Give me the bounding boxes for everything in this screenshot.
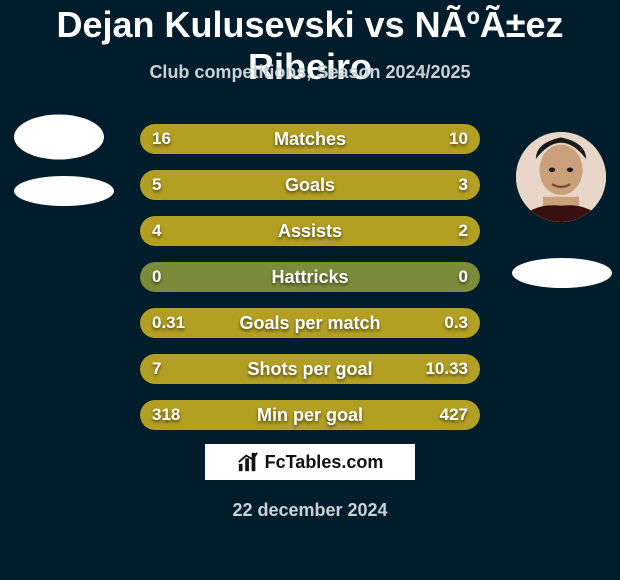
stat-row: Assists4 2 [140,216,480,246]
avatar-placeholder-icon [516,132,606,222]
stats-bars: Matches16 10 Goals5 3 Assists4 2 Hattricks0 0 Go… [140,124,480,446]
stat-label: Assists [140,216,480,246]
stat-row: Shots per goal710.33 [140,354,480,384]
stat-value-right: 10.33 [425,354,468,384]
stat-label: Min per goal [140,400,480,430]
stat-value-right: 0 [459,262,468,292]
stat-value-right: 10 [449,124,468,154]
player-left-avatar [14,115,104,160]
stat-row: Goals per match0.31 0.3 [140,308,480,338]
stat-label: Hattricks [140,262,480,292]
fctables-logo-text: FcTables.com [265,452,384,473]
comparison-subtitle: Club competitions, Season 2024/2025 [0,62,620,83]
stat-value-left: 0.31 [152,308,185,338]
fctables-logo: FcTables.com [205,444,415,480]
stat-label: Goals [140,170,480,200]
stat-value-left: 0 [152,262,161,292]
stat-value-left: 318 [152,400,180,430]
stat-row: Hattricks0 0 [140,262,480,292]
stat-value-right: 427 [440,400,468,430]
stat-row: Matches16 10 [140,124,480,154]
stat-value-right: 2 [459,216,468,246]
stat-value-left: 5 [152,170,161,200]
player-left-club-badge [14,176,114,206]
stat-value-left: 4 [152,216,161,246]
stat-value-left: 16 [152,124,171,154]
stat-label: Matches [140,124,480,154]
stat-row: Min per goal318 427 [140,400,480,430]
snapshot-date: 22 december 2024 [0,500,620,521]
chart-icon [237,451,259,473]
player-right-club-badge [512,258,612,288]
player-right-avatar [516,132,606,222]
stat-value-left: 7 [152,354,161,384]
stat-label: Goals per match [140,308,480,338]
stat-value-right: 0.3 [444,308,468,338]
stat-row: Goals5 3 [140,170,480,200]
stat-value-right: 3 [459,170,468,200]
